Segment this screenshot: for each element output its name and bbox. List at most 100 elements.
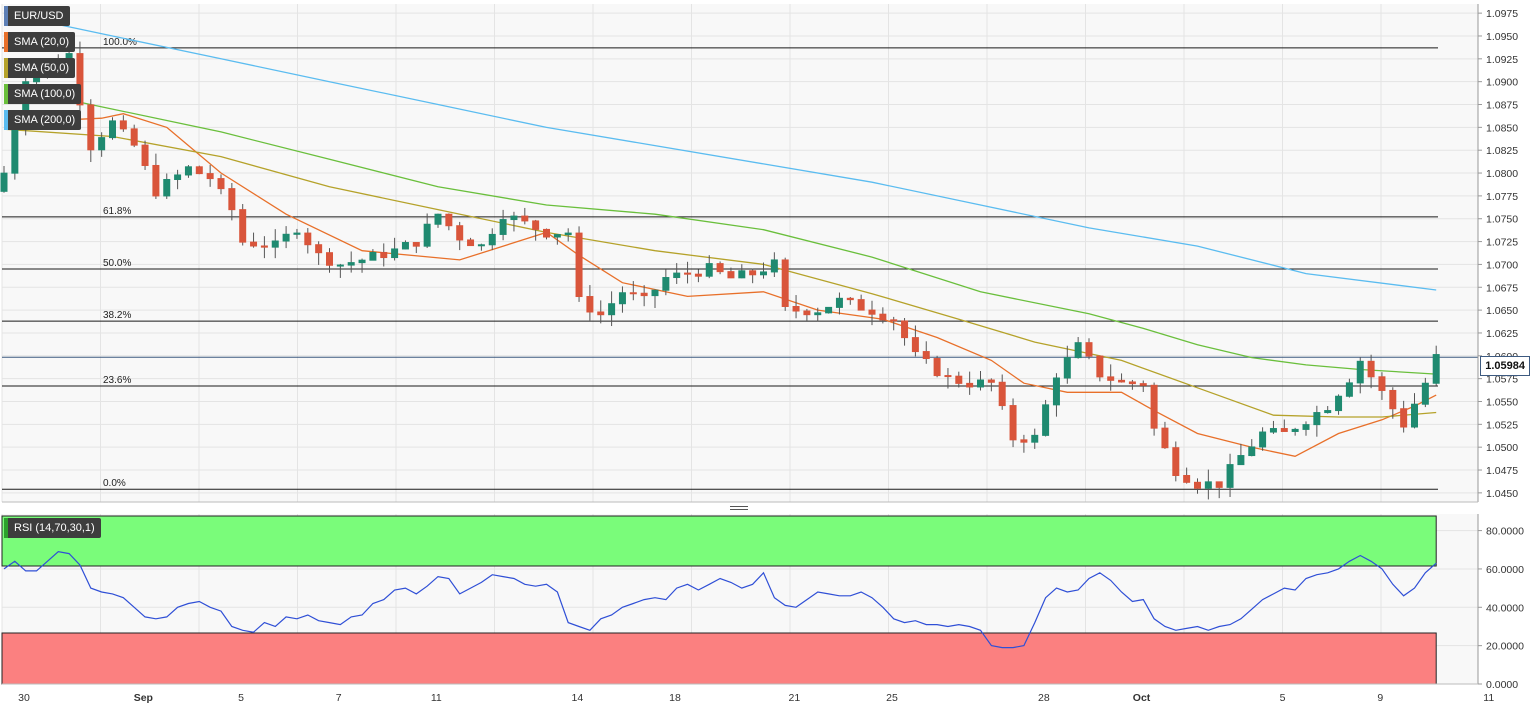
candle-body <box>109 120 116 139</box>
candle-body <box>412 242 420 247</box>
candle-body <box>76 53 84 106</box>
candle-body <box>803 310 811 316</box>
rsi-legend[interactable]: RSI (14,70,30,1) <box>4 518 101 538</box>
sma-line-200 <box>3 113 1437 457</box>
candle-body <box>597 311 605 316</box>
candle-body <box>423 223 431 247</box>
price-tick-label: 1.0900 <box>1486 77 1518 89</box>
legend-sma-200[interactable]: SMA (200,0) <box>4 110 82 130</box>
legend-symbol[interactable]: EUR/USD <box>4 6 70 26</box>
candle-body <box>1074 342 1082 359</box>
candle-body <box>966 382 974 388</box>
legend-sma-100[interactable]: SMA (100,0) <box>4 84 82 104</box>
candle-body <box>1302 424 1310 430</box>
time-tick-label: 11 <box>1483 692 1494 704</box>
candle-body <box>1411 403 1418 428</box>
candle-body <box>1063 357 1071 379</box>
pane-splitter-handle[interactable] <box>730 506 748 512</box>
candle-body <box>152 164 160 197</box>
fib-label: 23.6% <box>103 375 131 386</box>
candle-body <box>174 174 182 180</box>
candle-body <box>1237 455 1245 466</box>
candle-body <box>1356 360 1364 384</box>
time-tick-label: Sep <box>134 692 153 704</box>
time-tick-label: 11 <box>431 692 442 704</box>
rsi-path <box>3 551 1437 649</box>
legend-sma-20[interactable]: SMA (20,0) <box>4 32 76 52</box>
candle-body <box>1226 464 1234 488</box>
time-tick-label: Oct <box>1133 692 1151 704</box>
candle-body <box>1324 410 1332 414</box>
candle-body <box>749 270 757 276</box>
price-pane-bg <box>2 4 1478 502</box>
candle-body <box>846 297 854 301</box>
candle-body <box>901 320 909 339</box>
candle-body <box>1183 474 1191 483</box>
candle-body <box>1204 481 1212 489</box>
price-tick-label: 1.0850 <box>1486 122 1518 134</box>
candle-body <box>944 375 952 378</box>
candle-body <box>206 173 214 180</box>
candle-body <box>239 209 247 243</box>
candle-body <box>1161 427 1169 449</box>
time-tick-label: 30 <box>18 692 30 704</box>
candle-body <box>347 262 355 266</box>
candle-body <box>1432 354 1440 384</box>
candle-body <box>467 239 475 247</box>
price-tick-label: 1.0925 <box>1486 54 1518 66</box>
candle-body <box>629 292 637 295</box>
candle-body <box>532 220 540 230</box>
candle-body <box>1172 447 1180 476</box>
time-tick-label: 7 <box>336 692 342 704</box>
price-tick-label: 1.0825 <box>1486 145 1518 157</box>
candle-body <box>445 213 453 227</box>
candle-body <box>1400 408 1408 428</box>
time-tick-label: 21 <box>789 692 801 704</box>
time-tick-label: 25 <box>886 692 898 704</box>
candle-body <box>130 128 138 146</box>
candle-body <box>738 270 746 279</box>
candle-body <box>1031 434 1039 443</box>
candle-body <box>662 277 670 291</box>
candle-body <box>835 297 843 308</box>
candle-body <box>1118 379 1126 383</box>
candle-body <box>304 232 312 246</box>
sma-20-label: SMA (20,0) <box>14 36 70 48</box>
candle-body <box>933 358 941 377</box>
price-tick-label: 1.0475 <box>1486 465 1518 477</box>
candle-body <box>684 272 692 275</box>
price-tick-label: 1.0575 <box>1486 374 1518 386</box>
candle-body <box>868 309 876 315</box>
price-tick-label: 1.0675 <box>1486 282 1518 294</box>
candle-body <box>358 259 366 264</box>
sma-100-swatch <box>4 84 8 104</box>
legend-sma-50[interactable]: SMA (50,0) <box>4 58 76 78</box>
price-tick-label: 1.0750 <box>1486 214 1518 226</box>
candle-body <box>857 299 865 311</box>
candle-body <box>1248 446 1256 457</box>
price-tick-label: 1.0700 <box>1486 259 1518 271</box>
price-tick-label: 1.0875 <box>1486 100 1518 112</box>
candle-body <box>98 137 106 151</box>
time-tick-label: 28 <box>1038 692 1050 704</box>
candle-body <box>1313 412 1321 426</box>
time-tick-label: 9 <box>1377 692 1383 704</box>
price-tick-label: 1.0775 <box>1486 191 1518 203</box>
candle-body <box>369 251 377 261</box>
candle-body <box>673 272 681 279</box>
candle-body <box>521 215 529 222</box>
sma-200-swatch <box>4 110 8 130</box>
candle-body <box>1009 405 1017 441</box>
candle-body <box>401 242 409 250</box>
candle-body <box>814 312 822 316</box>
candle-body <box>195 166 203 175</box>
fib-label: 0.0% <box>103 478 126 489</box>
fib-label: 50.0% <box>103 258 131 269</box>
candle-body <box>543 228 550 238</box>
time-tick-label: 18 <box>669 692 681 704</box>
sma-line-500 <box>3 128 1437 418</box>
rsi-tick-label: 80.0000 <box>1486 526 1524 538</box>
candle-body <box>1421 382 1429 405</box>
time-tick-label: 5 <box>1280 692 1286 704</box>
